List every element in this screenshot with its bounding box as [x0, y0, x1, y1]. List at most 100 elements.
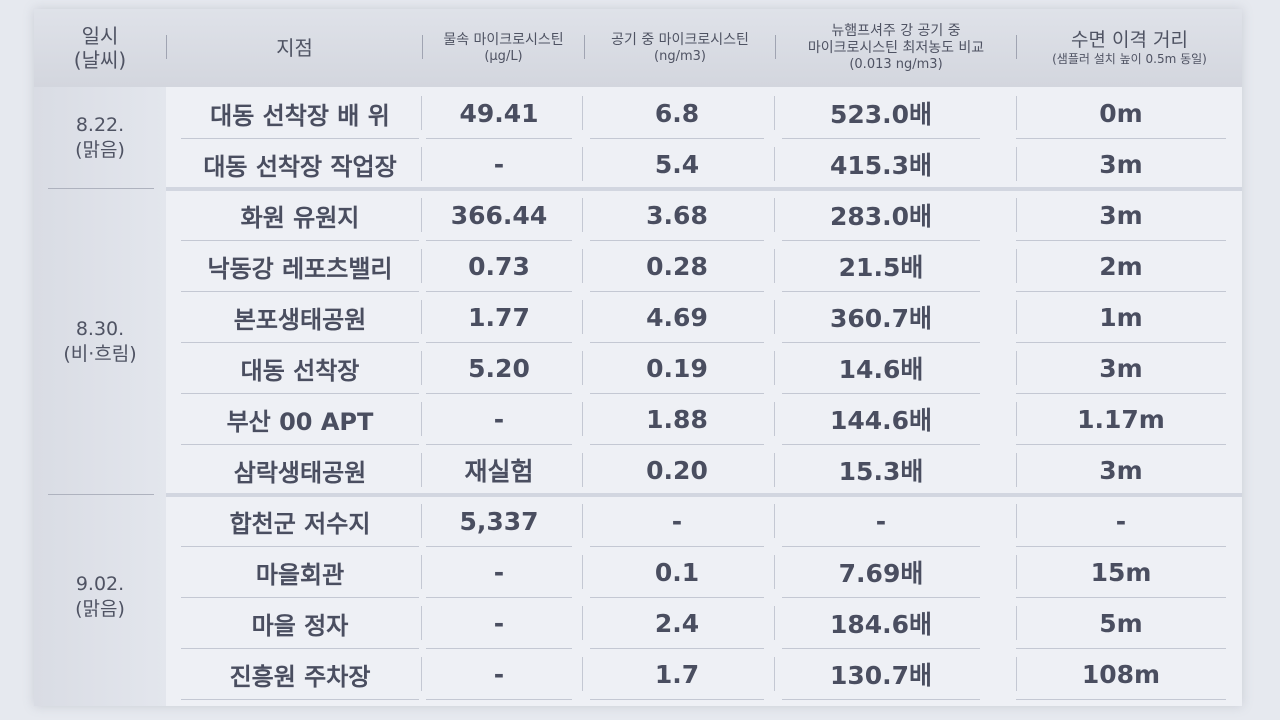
table-row: 진흥원 주차장 - 1.7 130.7배 108m	[166, 651, 1242, 702]
cell-underline	[782, 699, 980, 700]
date-cell: 9.02. (맑음)	[34, 495, 166, 699]
ratio-cell: 14.6배	[838, 355, 924, 384]
header-divider	[422, 35, 423, 59]
table-row: 화원 유원지 366.44 3.68 283.0배 3m	[166, 192, 1242, 243]
cell-underline	[181, 240, 419, 241]
header-divider	[775, 35, 776, 59]
date-cell: 8.30. (비·흐림)	[34, 189, 166, 495]
column-divider	[582, 300, 583, 334]
cell-underline	[181, 597, 419, 598]
water-cell: -	[493, 557, 505, 587]
table-row: 합천군 저수지 5,337 - - -	[166, 498, 1242, 549]
cell-underline	[426, 138, 572, 139]
cell-underline	[426, 597, 572, 598]
cell-underline	[782, 393, 980, 394]
cell-underline	[1016, 393, 1226, 394]
column-divider	[421, 402, 422, 436]
cell-underline	[181, 291, 419, 292]
cell-underline	[426, 699, 572, 700]
cell-underline	[590, 291, 764, 292]
ratio-cell: 415.3배	[829, 151, 933, 180]
distance-cell: 3m	[1099, 200, 1143, 230]
data-table: 일시 (날씨) 지점 물속 마이크로시스틴 (μg/L) 공기 중 마이크로시스…	[34, 9, 1242, 706]
column-divider	[1016, 249, 1017, 283]
cell-underline	[1016, 597, 1226, 598]
water-cell: 재실험	[464, 457, 534, 486]
column-divider	[1016, 657, 1017, 691]
cell-underline	[782, 240, 980, 241]
distance-cell: 0m	[1099, 98, 1143, 128]
cell-underline	[1016, 444, 1226, 445]
column-divider	[774, 249, 775, 283]
group-divider	[166, 187, 1242, 191]
header-water: 물속 마이크로시스틴 (μg/L)	[443, 31, 564, 64]
column-divider	[421, 351, 422, 385]
cell-underline	[782, 342, 980, 343]
column-divider	[582, 453, 583, 487]
air-cell: 0.1	[654, 557, 700, 587]
table-row: 낙동강 레포츠밸리 0.73 0.28 21.5배 2m	[166, 243, 1242, 294]
cell-underline	[782, 291, 980, 292]
column-divider	[582, 606, 583, 640]
water-cell: -	[493, 659, 505, 689]
column-divider	[582, 147, 583, 181]
cell-underline	[1016, 648, 1226, 649]
table-row: 삼락생태공원 재실험 0.20 15.3배 3m	[166, 447, 1242, 498]
table-row: 마을회관 - 0.1 7.69배 15m	[166, 549, 1242, 600]
header-distance: 수면 이격 거리 (샘플러 설치 높이 0.5m 동일)	[1052, 29, 1207, 67]
water-cell: 1.77	[468, 302, 530, 332]
header-divider	[584, 35, 585, 59]
table-row: 부산 00 APT - 1.88 144.6배 1.17m	[166, 396, 1242, 447]
column-divider	[774, 657, 775, 691]
ratio-cell: 7.69배	[838, 559, 924, 588]
location-cell: 대동 선착장 배 위	[210, 101, 390, 130]
column-divider	[774, 351, 775, 385]
distance-cell: 3m	[1099, 455, 1143, 485]
location-cell: 본포생태공원	[233, 305, 367, 334]
group-divider	[48, 494, 154, 495]
header-air: 공기 중 마이크로시스틴 (ng/m3)	[611, 31, 749, 64]
cell-underline	[181, 648, 419, 649]
weather-label: (비·흐림)	[63, 343, 137, 365]
cell-underline	[181, 138, 419, 139]
date-label: 8.30.	[75, 318, 125, 341]
header-divider	[1016, 35, 1017, 59]
weather-label: (맑음)	[75, 598, 125, 620]
ratio-cell: 21.5배	[838, 253, 924, 282]
column-divider	[1016, 606, 1017, 640]
cell-underline	[782, 597, 980, 598]
cell-underline	[181, 546, 419, 547]
column-divider	[421, 606, 422, 640]
cell-underline	[590, 138, 764, 139]
ratio-cell: 523.0배	[829, 100, 933, 129]
table-row: 대동 선착장 작업장 - 5.4 415.3배 3m	[166, 141, 1242, 192]
air-cell: 3.68	[646, 200, 708, 230]
location-cell: 낙동강 레포츠밸리	[207, 254, 393, 283]
air-cell: 1.7	[654, 659, 700, 689]
ratio-cell: 283.0배	[829, 202, 933, 231]
cell-underline	[590, 546, 764, 547]
column-divider	[582, 96, 583, 130]
ratio-cell: 360.7배	[829, 304, 933, 333]
cell-underline	[426, 240, 572, 241]
air-cell: -	[671, 506, 683, 536]
header-divider	[166, 35, 167, 59]
distance-cell: 2m	[1099, 251, 1143, 281]
date-label: 9.02.	[75, 573, 125, 596]
date-column	[34, 87, 166, 706]
location-cell: 대동 선착장 작업장	[203, 152, 397, 181]
column-divider	[774, 504, 775, 538]
cell-underline	[1016, 342, 1226, 343]
column-divider	[582, 249, 583, 283]
cell-underline	[1016, 240, 1226, 241]
table-header: 일시 (날씨) 지점 물속 마이크로시스틴 (μg/L) 공기 중 마이크로시스…	[34, 9, 1242, 87]
column-divider	[421, 504, 422, 538]
water-cell: -	[493, 404, 505, 434]
location-cell: 삼락생태공원	[233, 458, 367, 487]
cell-underline	[181, 342, 419, 343]
ratio-cell: 130.7배	[829, 661, 933, 690]
water-cell: 5,337	[459, 506, 539, 536]
cell-underline	[590, 393, 764, 394]
column-divider	[421, 657, 422, 691]
column-divider	[1016, 555, 1017, 589]
